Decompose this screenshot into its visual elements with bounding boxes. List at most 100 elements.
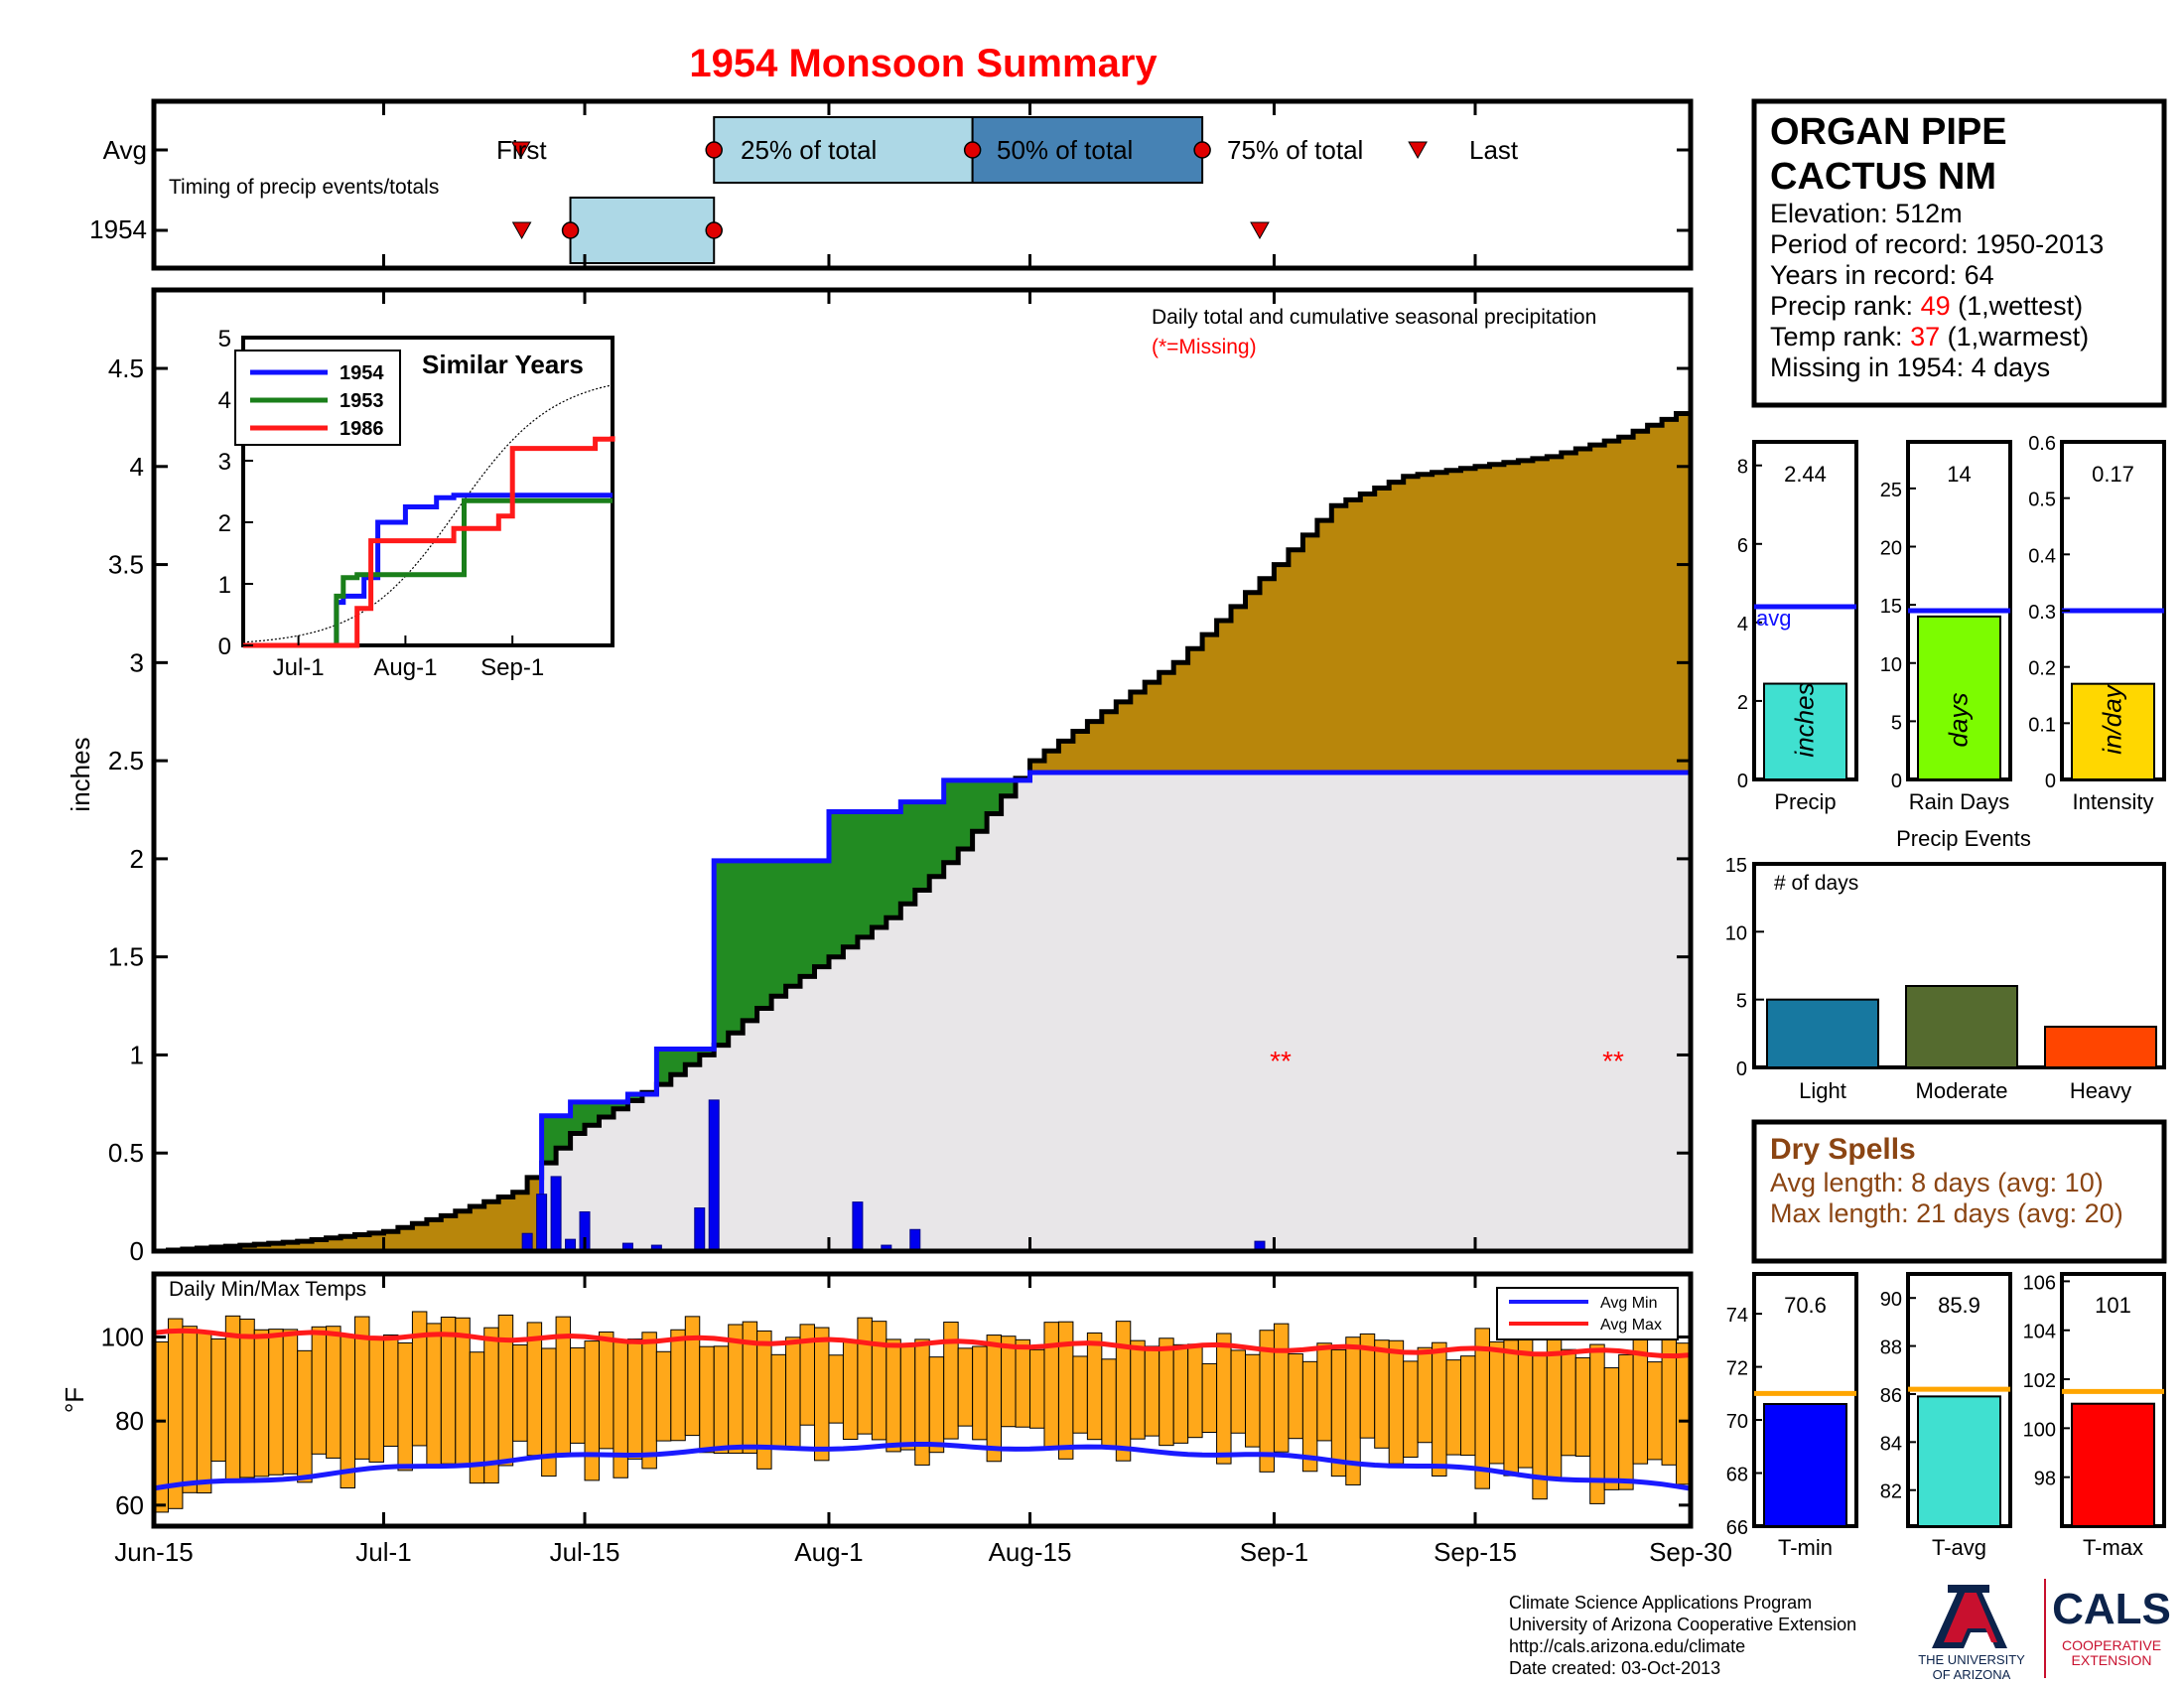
inset-y-tick-label: 4 — [218, 387, 231, 414]
daily-temp-bar — [813, 1327, 830, 1462]
temp-summary-tick-label: 82 — [1880, 1481, 1902, 1503]
temp-bar-tmin — [1763, 1403, 1847, 1527]
temp-summary-tick-label: 100 — [2023, 1419, 2056, 1441]
daily-temp-bar — [224, 1315, 241, 1481]
daily-temp-bar — [297, 1349, 313, 1483]
inset-series-1954 — [243, 492, 613, 648]
daily-temp-bar — [1288, 1352, 1303, 1440]
summary-label-rain_days: Rain Days — [1909, 789, 2009, 814]
avg-50-marker — [963, 141, 982, 159]
daily-temp-bar — [1216, 1333, 1232, 1465]
temps-panel: 60 80 100 Daily Min/Max Temps °F Avg Min A… — [60, 1271, 1694, 1529]
summary-value-rain_days: 14 — [1947, 462, 1971, 487]
year-75-marker — [705, 221, 723, 239]
cals-logo-line1: COOPERATIVE — [2062, 1637, 2161, 1653]
daily-temp-bar — [1647, 1361, 1663, 1461]
year-timing-box — [569, 197, 716, 264]
summary-tick-label: 25 — [1880, 480, 1902, 501]
temp-summary-tick-label: 66 — [1726, 1517, 1748, 1539]
daily-temp-bar — [397, 1341, 413, 1472]
summary-tick-label: 0.1 — [2028, 714, 2056, 736]
daily-temp-bar — [785, 1336, 801, 1450]
avg-last-marker — [1408, 141, 1428, 160]
x-tick-label: Aug-1 — [794, 1537, 863, 1567]
daily-temp-bar — [1374, 1339, 1390, 1449]
temp-value-tavg: 85.9 — [1938, 1293, 1980, 1318]
daily-temp-bar — [512, 1343, 528, 1442]
daily-temp-bar — [1316, 1342, 1332, 1442]
events-label-moderate: Moderate — [1916, 1078, 2008, 1103]
summary-label-intensity: Intensity — [2073, 789, 2154, 814]
temp-y-tick-label: 100 — [101, 1323, 144, 1352]
daily-temp-bar — [1618, 1353, 1634, 1490]
summary-temp-bars: 70.6 T-min 66 68 70 72 74 85.9 T-avg 82 84 86 88 90 10… — [1726, 1272, 2166, 1560]
daily-temp-bar — [986, 1335, 1003, 1463]
daily-temp-bar — [1330, 1348, 1347, 1477]
daily-temp-bar — [1417, 1346, 1433, 1444]
y-tick-label: 3 — [130, 647, 144, 677]
y-tick-label: 1.5 — [108, 942, 144, 972]
daily-temp-bar — [1574, 1356, 1591, 1458]
similar-years-inset: 0 1 2 3 4 5 Jul-1 Aug-1 Sep-1 Similar Years 195… — [218, 326, 615, 681]
daily-temp-bar — [1115, 1321, 1132, 1462]
summary-value-precip: 2.44 — [1784, 462, 1827, 487]
inset-x-tick-label: Aug-1 — [373, 654, 437, 681]
missing-marker: ** — [1270, 1046, 1292, 1076]
daily-temp-bar — [1245, 1353, 1261, 1448]
daily-temp-bar — [311, 1326, 328, 1455]
summary-tick-label: 0.6 — [2028, 433, 2056, 455]
timing-label-first: First — [496, 135, 547, 165]
temp-label-tavg: T-avg — [1932, 1535, 1986, 1560]
events-ylabel: # of days — [1774, 872, 1858, 895]
temp-summary-tick-label: 104 — [2023, 1322, 2056, 1343]
daily-precip-bar — [694, 1207, 706, 1252]
daily-temp-bar — [598, 1331, 614, 1450]
x-tick-label: Sep-30 — [1649, 1537, 1732, 1567]
ua-logo-line2: OF ARIZONA — [1933, 1667, 2011, 1682]
summary-tick-label: 5 — [1891, 712, 1902, 734]
cals-logo-line2: EXTENSION — [2072, 1652, 2152, 1668]
inset-x-tick-label: Jul-1 — [273, 654, 325, 681]
timing-subtitle: Timing of precip events/totals — [169, 176, 439, 199]
temp-summary-tick-label: 90 — [1880, 1289, 1902, 1311]
dry-spells-title: Dry Spells — [1770, 1133, 1916, 1166]
daily-temp-bar — [340, 1335, 356, 1488]
inset-series-1986 — [243, 436, 615, 648]
summary-unit-precip: inches — [1790, 682, 1820, 757]
summary-bar-precip — [1763, 682, 1847, 781]
summary-tick-label: 8 — [1737, 457, 1748, 479]
y-tick-label: 0.5 — [108, 1138, 144, 1168]
events-label-heavy: Heavy — [2070, 1078, 2131, 1103]
summary-tick-label: 4 — [1737, 614, 1748, 635]
daily-temp-bar — [1101, 1358, 1117, 1450]
ua-logo-line1: THE UNIVERSITY — [1918, 1652, 2025, 1667]
daily-temp-bar — [1432, 1341, 1447, 1477]
summary-label-precip: Precip — [1774, 789, 1836, 814]
temp-summary-tick-label: 74 — [1726, 1305, 1748, 1327]
daily-temp-bar — [871, 1321, 887, 1441]
daily-temp-bar — [1187, 1343, 1203, 1439]
inset-legend-1986: 1986 — [340, 418, 384, 440]
temp-label-tmax: T-max — [2083, 1535, 2143, 1560]
daily-temp-bar — [167, 1318, 184, 1509]
timing-row-avg: Avg — [103, 135, 147, 165]
daily-temp-bar — [899, 1344, 916, 1451]
daily-temp-bar — [1603, 1367, 1620, 1490]
temp-summary-tick-label: 68 — [1726, 1465, 1748, 1486]
temp-value-tmin: 70.6 — [1784, 1293, 1827, 1318]
daily-temp-bar — [210, 1337, 226, 1463]
temp-summary-tick-label: 86 — [1880, 1385, 1902, 1407]
footer-line4: Date created: 03-Oct-2013 — [1509, 1658, 1720, 1678]
daily-temp-bar — [1230, 1349, 1247, 1434]
summary-bar-rain_days — [1917, 615, 2001, 780]
daily-temp-bar — [857, 1317, 873, 1435]
main-missing-note: (*=Missing) — [1152, 336, 1257, 358]
cals-logo-text: CALS — [2052, 1585, 2171, 1633]
station-precip-rank: Precip rank: 49 (1,wettest) — [1770, 291, 2083, 321]
summary-avg-label: avg — [1756, 606, 1791, 631]
daily-temp-bar — [196, 1331, 212, 1494]
station-elevation: Elevation: 512m — [1770, 199, 1963, 228]
summary-tick-label: 0 — [1891, 771, 1902, 792]
y-tick-label: 4 — [130, 452, 144, 482]
station-name-line2: CACTUS NM — [1770, 156, 1996, 198]
